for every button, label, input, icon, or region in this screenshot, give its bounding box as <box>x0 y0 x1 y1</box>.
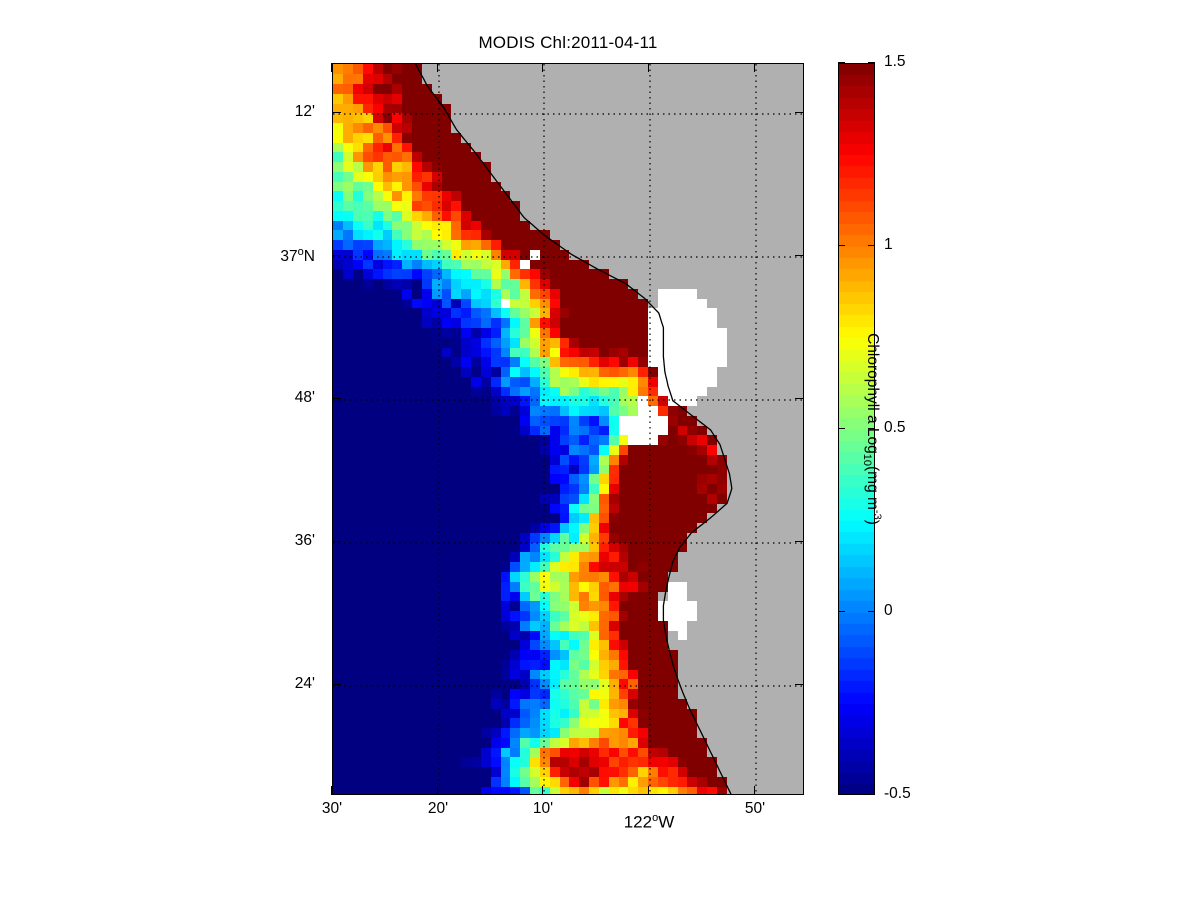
y-tick-mark <box>795 112 804 113</box>
colorbar-tick-mark <box>868 794 875 795</box>
y-tick-label-1: 37oN <box>280 246 315 266</box>
colorbar-tick-label-2: 0.5 <box>884 419 906 436</box>
colorbar-tick-label-4: -0.5 <box>884 785 911 802</box>
colorbar-tick-mark <box>868 245 875 246</box>
x-tick-mark <box>648 786 649 795</box>
colorbar[interactable] <box>838 63 875 795</box>
colorbar-tick-mark <box>838 62 845 63</box>
x-tick-mark <box>542 786 543 795</box>
chlorophyll-heatmap <box>333 64 803 794</box>
x-tick-mark <box>648 63 649 72</box>
y-tick-mark <box>332 255 341 256</box>
x-tick-label-4: 50' <box>744 800 766 817</box>
colorbar-title-subscript: 10 <box>860 453 873 466</box>
y-tick-label-2: 48' <box>294 389 315 406</box>
colorbar-tick-mark <box>838 245 845 246</box>
x-tick-mark <box>542 63 543 72</box>
x-tick-label-2: 10' <box>532 800 554 817</box>
y-tick-mark <box>795 255 804 256</box>
y-tick-mark <box>795 684 804 685</box>
x-tick-mark <box>331 786 332 795</box>
x-tick-mark <box>754 786 755 795</box>
colorbar-gradient <box>839 64 874 794</box>
colorbar-tick-label-3: 0 <box>884 602 893 619</box>
x-tick-mark <box>754 63 755 72</box>
figure-title: MODIS Chl:2011-04-11 <box>478 33 658 52</box>
x-tick-label-0: 30' <box>321 800 343 817</box>
colorbar-tick-mark <box>868 62 875 63</box>
y-tick-label-4: 24' <box>294 675 315 692</box>
colorbar-title-main: Chlorophyll a Log <box>863 333 881 454</box>
colorbar-tick-mark <box>838 611 845 612</box>
x-tick-label-3: 122oW <box>623 812 675 832</box>
y-tick-label-3: 36' <box>294 532 315 549</box>
x-tick-mark <box>331 63 332 72</box>
colorbar-title-end: ) <box>863 519 881 525</box>
colorbar-title-mid: (mg m <box>863 466 881 510</box>
colorbar-tick-mark <box>838 428 845 429</box>
colorbar-title: Chlorophyll a Log10(mg m-3) <box>857 63 897 795</box>
x-tick-label-1: 20' <box>427 800 449 817</box>
y-tick-mark <box>795 541 804 542</box>
colorbar-tick-label-1: 1 <box>884 236 893 253</box>
y-tick-mark <box>332 112 341 113</box>
colorbar-tick-mark <box>868 428 875 429</box>
y-tick-mark <box>795 398 804 399</box>
y-tick-mark <box>332 541 341 542</box>
x-tick-mark <box>437 786 438 795</box>
y-tick-mark <box>332 398 341 399</box>
y-tick-mark <box>332 684 341 685</box>
colorbar-title-superscript: -3 <box>871 509 883 520</box>
y-tick-label-0: 12' <box>294 103 315 120</box>
x-tick-mark <box>437 63 438 72</box>
colorbar-tick-mark <box>838 794 845 795</box>
colorbar-tick-mark <box>868 611 875 612</box>
colorbar-tick-label-0: 1.5 <box>884 53 906 70</box>
map-axes[interactable] <box>332 63 804 795</box>
